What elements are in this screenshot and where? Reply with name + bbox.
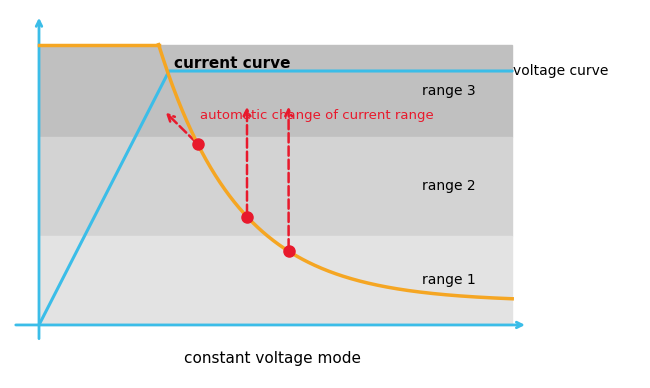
Text: current curve: current curve <box>174 56 291 71</box>
Text: voltage curve: voltage curve <box>514 64 608 78</box>
Bar <box>39 45 512 137</box>
Text: range 3: range 3 <box>422 84 476 98</box>
Text: range 2: range 2 <box>422 179 476 194</box>
Text: automatic change of current range: automatic change of current range <box>200 109 434 122</box>
Text: range 1: range 1 <box>422 274 476 288</box>
Bar <box>39 137 512 236</box>
Text: constant voltage mode: constant voltage mode <box>185 352 361 366</box>
Bar <box>39 236 512 325</box>
